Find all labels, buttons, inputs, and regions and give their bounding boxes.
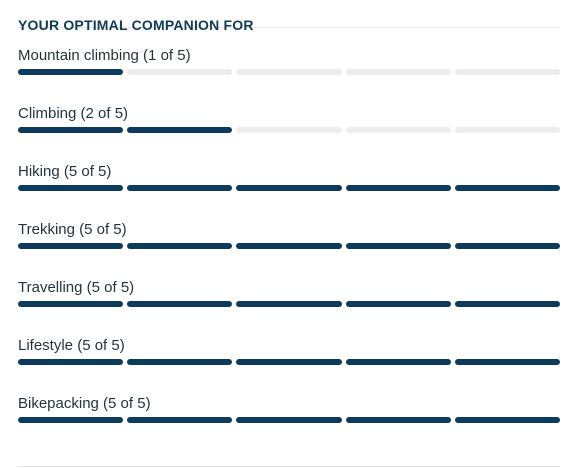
rating-segment-filled	[345, 301, 451, 307]
rating-segment-empty	[454, 69, 561, 75]
rating-segment-filled	[454, 185, 561, 191]
rating-bar	[18, 243, 561, 249]
rating-segment-filled	[18, 243, 124, 249]
rating-segment-empty	[236, 69, 342, 75]
rating-bar	[18, 359, 561, 365]
activity-label: Mountain climbing (1 of 5)	[18, 47, 191, 64]
rating-segment-filled	[345, 359, 451, 365]
activity-rating-list: Mountain climbing (1 of 5) Climbing (2 o…	[18, 47, 561, 453]
activity-row-lifestyle: Lifestyle (5 of 5)	[18, 337, 561, 395]
rating-bar	[18, 127, 561, 133]
rating-segment-empty	[454, 127, 561, 133]
rating-segment-empty	[236, 127, 342, 133]
rating-segment-filled	[236, 185, 342, 191]
activity-label: Trekking (5 of 5)	[18, 221, 127, 238]
rating-segment-filled	[454, 359, 561, 365]
activity-row-mountain-climbing: Mountain climbing (1 of 5)	[18, 47, 561, 105]
rating-segment-filled	[236, 359, 342, 365]
rating-segment-filled	[345, 243, 451, 249]
rating-segment-filled	[18, 69, 124, 75]
rating-segment-filled	[18, 301, 124, 307]
rating-segment-empty	[127, 69, 233, 75]
rating-segment-filled	[345, 417, 451, 423]
rating-segment-filled	[236, 301, 342, 307]
rating-bar	[18, 301, 561, 307]
rating-segment-filled	[18, 359, 124, 365]
rating-segment-filled	[454, 301, 561, 307]
rating-segment-filled	[127, 243, 233, 249]
rating-segment-filled	[454, 243, 561, 249]
rating-segment-filled	[127, 417, 233, 423]
activity-label: Travelling (5 of 5)	[18, 279, 135, 296]
activity-label: Hiking (5 of 5)	[18, 163, 112, 180]
activity-row-hiking: Hiking (5 of 5)	[18, 163, 561, 221]
activity-row-climbing: Climbing (2 of 5)	[18, 105, 561, 163]
rating-bar	[18, 417, 561, 423]
activity-row-travelling: Travelling (5 of 5)	[18, 279, 561, 337]
rating-segment-filled	[454, 417, 561, 423]
rating-segment-filled	[236, 417, 342, 423]
rating-segment-filled	[18, 127, 124, 133]
rating-bar	[18, 69, 561, 75]
activity-row-trekking: Trekking (5 of 5)	[18, 221, 561, 279]
rating-segment-empty	[345, 69, 451, 75]
rating-segment-filled	[127, 359, 233, 365]
activity-label: Lifestyle (5 of 5)	[18, 337, 125, 354]
rating-segment-filled	[127, 185, 233, 191]
rating-segment-filled	[345, 185, 451, 191]
rating-segment-filled	[127, 127, 233, 133]
activity-row-bikepacking: Bikepacking (5 of 5)	[18, 395, 561, 453]
rating-bar	[18, 185, 561, 191]
rating-segment-filled	[18, 185, 124, 191]
rating-segment-filled	[18, 417, 124, 423]
rating-segment-filled	[127, 301, 233, 307]
bottom-divider	[18, 466, 560, 467]
section-title: YOUR OPTIMAL COMPANION FOR	[18, 0, 560, 33]
activity-label: Climbing (2 of 5)	[18, 105, 129, 122]
rating-segment-filled	[236, 243, 342, 249]
activity-label: Bikepacking (5 of 5)	[18, 395, 151, 412]
rating-segment-empty	[345, 127, 451, 133]
